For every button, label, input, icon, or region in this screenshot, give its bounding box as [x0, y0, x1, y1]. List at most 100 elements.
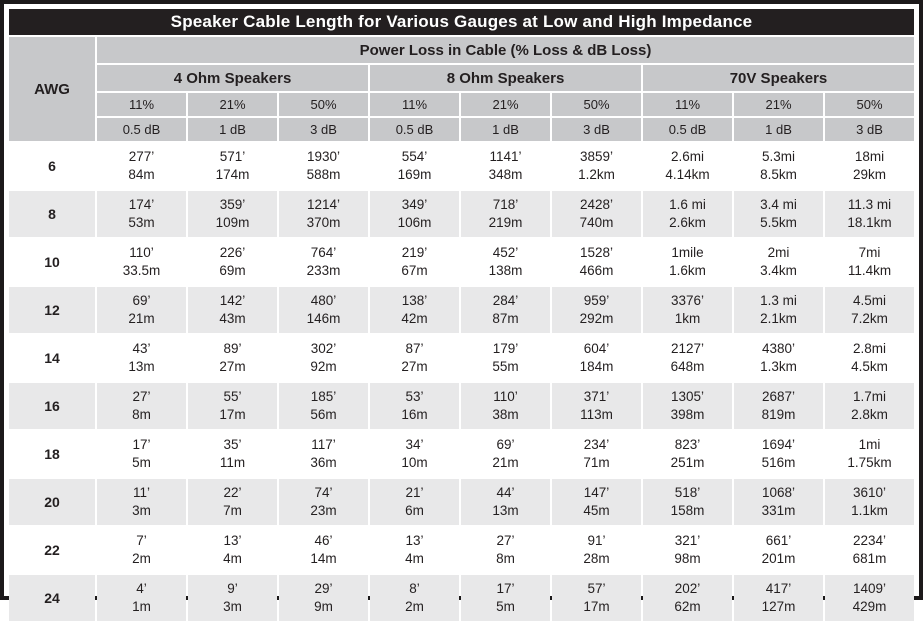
imperial-length: 452’: [492, 245, 519, 261]
cable-length-cell: 27’ 8m: [97, 383, 186, 429]
cable-length-cell: 202’ 62m: [643, 575, 732, 621]
imperial-length: 764’: [310, 245, 337, 261]
metric-length: 62m: [674, 599, 701, 614]
table-row-awg-10: 10 110’ 33.5m 226’ 69m 764’ 233m 219’ 67m 452’ 138…: [9, 239, 914, 285]
cable-length-cell: 13’ 4m: [370, 527, 459, 573]
metric-length: 1.6km: [669, 263, 706, 278]
cable-length-cell: 718’ 219m: [461, 191, 550, 237]
cable-length-cell: 18mi 29km: [825, 143, 914, 189]
imperial-length: 1930’: [306, 149, 341, 165]
cable-length-cell: 179’ 55m: [461, 335, 550, 381]
metric-length: 7m: [223, 503, 242, 518]
imperial-length: 3376’: [670, 293, 705, 309]
metric-length: 4.14km: [665, 167, 710, 182]
metric-length: 27m: [401, 359, 428, 374]
percent-loss-header: 11%: [643, 93, 732, 116]
cable-length-cell: 89’ 27m: [188, 335, 277, 381]
cable-length-cell: 29’ 9m: [279, 575, 368, 621]
metric-length: 370m: [306, 215, 341, 230]
cable-length-cell: 110’ 38m: [461, 383, 550, 429]
awg-value: 8: [9, 191, 95, 237]
cable-length-cell: 1528’ 466m: [552, 239, 641, 285]
imperial-length: 202’: [674, 581, 701, 597]
cable-length-cell: 1214’ 370m: [279, 191, 368, 237]
cable-length-cell: 43’ 13m: [97, 335, 186, 381]
awg-value: 14: [9, 335, 95, 381]
metric-length: 17m: [219, 407, 246, 422]
cable-length-cell: 2428’ 740m: [552, 191, 641, 237]
percent-loss-row: 11% 21% 50% 11% 21% 50% 11% 21% 50%: [9, 93, 914, 116]
metric-length: 69m: [219, 263, 246, 278]
metric-length: 109m: [215, 215, 250, 230]
cable-length-cell: 1409’ 429m: [825, 575, 914, 621]
metric-length: 1km: [674, 311, 701, 326]
metric-length: 2.6km: [669, 215, 706, 230]
metric-length: 138m: [488, 263, 523, 278]
metric-length: 681m: [852, 551, 887, 566]
imperial-length: 91’: [587, 533, 606, 549]
imperial-length: 110’: [493, 389, 518, 405]
db-loss-header: 3 dB: [279, 118, 368, 141]
metric-length: 2.8km: [851, 407, 888, 422]
metric-length: 648m: [670, 359, 705, 374]
percent-loss-header: 50%: [279, 93, 368, 116]
metric-length: 11m: [219, 455, 246, 470]
cable-length-cell: 1mile 1.6km: [643, 239, 732, 285]
imperial-length: 226’: [219, 245, 246, 261]
imperial-length: 1214’: [306, 197, 341, 213]
metric-length: 17m: [583, 599, 610, 614]
metric-length: 1m: [132, 599, 151, 614]
imperial-length: 571’: [219, 149, 246, 165]
metric-length: 184m: [579, 359, 614, 374]
cable-length-cell: 44’ 13m: [461, 479, 550, 525]
imperial-length: 27’: [496, 533, 515, 549]
cable-length-cell: 321’ 98m: [643, 527, 732, 573]
cable-length-cell: 1068’ 331m: [734, 479, 823, 525]
imperial-length: 21’: [405, 485, 424, 501]
imperial-length: 55’: [223, 389, 242, 405]
imperial-length: 2687’: [761, 389, 796, 405]
table-row-awg-8: 8 174’ 53m 359’ 109m 1214’ 370m 349’ 106m 718’ 219…: [9, 191, 914, 237]
imperial-length: 302’: [310, 341, 337, 357]
metric-length: 27m: [219, 359, 246, 374]
cable-length-cell: 142’ 43m: [188, 287, 277, 333]
metric-length: 11.4km: [847, 263, 892, 278]
imperial-length: 554’: [401, 149, 428, 165]
imperial-length: 11’: [132, 485, 150, 501]
metric-length: 466m: [579, 263, 614, 278]
metric-length: 819m: [761, 407, 796, 422]
cable-length-cell: 17’ 5m: [461, 575, 550, 621]
awg-value: 10: [9, 239, 95, 285]
cable-length-cell: 554’ 169m: [370, 143, 459, 189]
cable-length-cell: 3.4 mi 5.5km: [734, 191, 823, 237]
imperial-length: 7mi: [858, 245, 881, 261]
metric-length: 5.5km: [760, 215, 797, 230]
power-loss-header: Power Loss in Cable (% Loss & dB Loss): [97, 37, 914, 63]
metric-length: 43m: [219, 311, 246, 326]
percent-loss-header: 21%: [734, 93, 823, 116]
metric-length: 42m: [401, 311, 428, 326]
cable-length-cell: 480’ 146m: [279, 287, 368, 333]
metric-length: 21m: [128, 311, 155, 326]
percent-loss-header: 21%: [188, 93, 277, 116]
imperial-length: 1.3 mi: [760, 293, 797, 309]
percent-loss-header: 11%: [370, 93, 459, 116]
cable-length-cell: 1141’ 348m: [461, 143, 550, 189]
db-loss-header: 0.5 dB: [97, 118, 186, 141]
cable-length-cell: 2234’ 681m: [825, 527, 914, 573]
imperial-length: 57’: [587, 581, 606, 597]
group-header-70v: 70V Speakers: [643, 65, 914, 91]
imperial-length: 1.6 mi: [669, 197, 706, 213]
metric-length: 201m: [761, 551, 796, 566]
cable-length-cell: 417’ 127m: [734, 575, 823, 621]
cable-length-cell: 4380’ 1.3km: [734, 335, 823, 381]
cable-length-cell: 226’ 69m: [188, 239, 277, 285]
metric-length: 13m: [492, 503, 519, 518]
cable-length-cell: 9’ 3m: [188, 575, 277, 621]
imperial-length: 2mi: [767, 245, 790, 261]
imperial-length: 44’: [496, 485, 515, 501]
table-row-awg-18: 18 17’ 5m 35’ 11m 117’ 36m 34’ 10m 69’ 21m 234’ 71m 8…: [9, 431, 914, 477]
cable-length-cell: 349’ 106m: [370, 191, 459, 237]
metric-length: 1.2km: [578, 167, 615, 182]
table-row-awg-16: 16 27’ 8m 55’ 17m 185’ 56m 53’ 16m 110’ 38m 371’ 113…: [9, 383, 914, 429]
